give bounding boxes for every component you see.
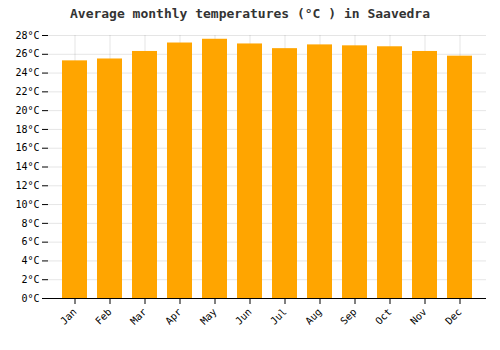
svg-text:28°C: 28°C <box>15 30 39 41</box>
svg-text:14°C: 14°C <box>15 161 39 172</box>
svg-text:Jan: Jan <box>58 306 79 327</box>
svg-text:Oct: Oct <box>373 306 394 327</box>
svg-text:4°C: 4°C <box>21 255 39 266</box>
svg-text:16°C: 16°C <box>15 142 39 153</box>
svg-text:10°C: 10°C <box>15 199 39 210</box>
svg-text:26°C: 26°C <box>15 48 39 59</box>
svg-text:8°C: 8°C <box>21 218 39 229</box>
svg-text:Apr: Apr <box>163 306 184 327</box>
svg-text:2°C: 2°C <box>21 274 39 285</box>
svg-text:Jul: Jul <box>268 306 289 327</box>
svg-text:Dec: Dec <box>443 306 464 327</box>
svg-text:May: May <box>198 306 219 327</box>
svg-text:12°C: 12°C <box>15 180 39 191</box>
svg-text:20°C: 20°C <box>15 105 39 116</box>
svg-text:Jun: Jun <box>233 306 254 327</box>
svg-text:22°C: 22°C <box>15 86 39 97</box>
svg-text:Feb: Feb <box>93 306 114 327</box>
svg-text:Mar: Mar <box>128 306 149 327</box>
svg-text:Sep: Sep <box>338 306 359 327</box>
svg-text:6°C: 6°C <box>21 236 39 247</box>
svg-text:Nov: Nov <box>408 306 429 327</box>
svg-text:Aug: Aug <box>303 306 324 327</box>
svg-text:24°C: 24°C <box>15 67 39 78</box>
svg-text:18°C: 18°C <box>15 124 39 135</box>
svg-text:0°C: 0°C <box>21 293 39 304</box>
html-text:Average monthly temperatures (: Average monthly temperatures (°C ) in Sa… <box>70 6 430 21</box>
